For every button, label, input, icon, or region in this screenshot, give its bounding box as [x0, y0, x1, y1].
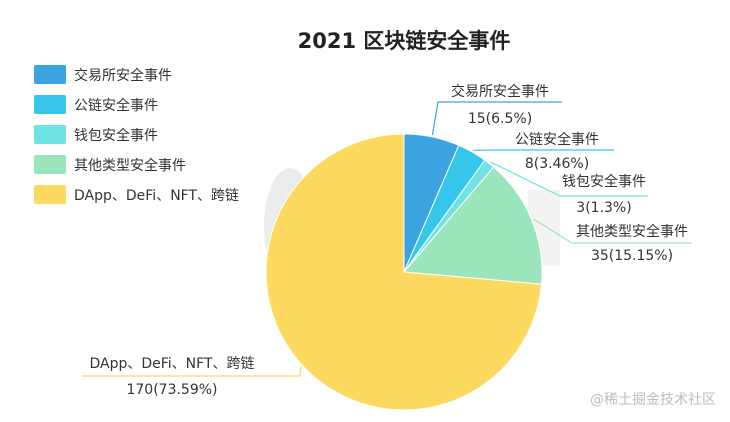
- legend-label: 钱包安全事件: [74, 127, 158, 144]
- callout-value: 8(3.46%): [525, 156, 589, 172]
- callout-line: [533, 218, 692, 244]
- callout-line: [431, 101, 562, 136]
- watermark: @稀土掘金技术社区: [590, 392, 716, 408]
- callout-line: [82, 366, 302, 377]
- callout-line: [490, 161, 648, 197]
- slice-callouts: 交易所安全事件 15(6.5%) 公链安全事件 8(3.46%)钱包安全事件 3(1.3…: [82, 83, 692, 398]
- callout-value: 3(1.3%): [576, 200, 631, 216]
- legend-swatch: [34, 185, 66, 204]
- pie-slice: [265, 133, 543, 411]
- callout-name: 钱包安全事件: [562, 173, 646, 190]
- chart-title: 2021 区块链安全事件: [298, 29, 511, 53]
- legend-label: 交易所安全事件: [74, 67, 172, 84]
- legend-swatch: [34, 95, 66, 114]
- legend-label: DApp、DeFi、NFT、跨链: [74, 188, 239, 204]
- legend-swatch: [34, 155, 66, 174]
- callout-value: 15(6.5%): [468, 111, 532, 127]
- legend-swatch: [34, 125, 66, 144]
- legend-label: 其他类型安全事件: [74, 157, 186, 174]
- callout-value: 35(15.15%): [591, 248, 673, 264]
- callout-value: 170(73.59%): [126, 382, 217, 398]
- pie-slice: [402, 166, 543, 285]
- callout-name: 其他类型安全事件: [576, 223, 688, 240]
- callout-name: 交易所安全事件: [451, 83, 549, 100]
- legend-swatch: [34, 65, 66, 84]
- pie-slices: [265, 133, 543, 411]
- legend-label: 公链安全事件: [74, 97, 158, 114]
- callout-name: DApp、DeFi、NFT、跨链: [89, 356, 254, 372]
- callout-name: 公链安全事件: [515, 131, 599, 148]
